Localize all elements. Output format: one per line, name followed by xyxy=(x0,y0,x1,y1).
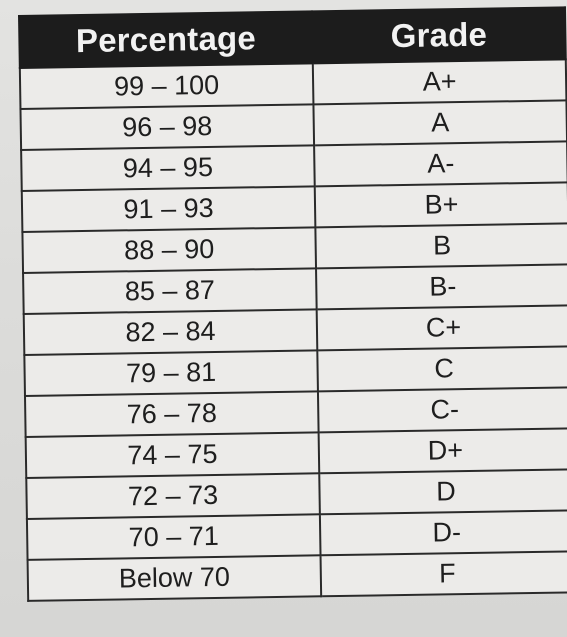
percentage-cell: 91 – 93 xyxy=(21,186,316,232)
grade-cell: C- xyxy=(317,387,567,433)
percentage-cell: 82 – 84 xyxy=(23,309,318,355)
percentage-cell: 72 – 73 xyxy=(26,473,320,519)
percentage-cell: 85 – 87 xyxy=(23,268,317,314)
grade-cell: D xyxy=(319,469,567,515)
grade-cell: B xyxy=(315,223,567,269)
grade-cell: C xyxy=(317,346,567,392)
grade-cell: D- xyxy=(319,510,567,556)
grade-cell: C+ xyxy=(316,305,567,351)
grade-cell: A xyxy=(313,100,567,146)
percentage-cell: 99 – 100 xyxy=(19,63,314,109)
percentage-cell: 74 – 75 xyxy=(25,432,320,478)
grade-cell: F xyxy=(320,551,567,597)
header-grade: Grade xyxy=(311,7,566,64)
percentage-cell: 88 – 90 xyxy=(22,227,317,273)
grade-cell: A+ xyxy=(312,59,567,105)
percentage-cell: 76 – 78 xyxy=(24,391,319,437)
grade-cell: D+ xyxy=(318,428,567,474)
table-row: Below 70 F xyxy=(27,551,567,601)
grade-cell: A- xyxy=(314,141,567,187)
grade-table: Percentage Grade 99 – 100 A+ 96 – 98 A 9… xyxy=(18,6,567,602)
percentage-cell: Below 70 xyxy=(27,555,322,601)
percentage-cell: 94 – 95 xyxy=(21,145,315,191)
percentage-cell: 70 – 71 xyxy=(26,514,321,560)
grade-table-wrapper: Percentage Grade 99 – 100 A+ 96 – 98 A 9… xyxy=(18,6,567,625)
header-row: Percentage Grade xyxy=(19,7,566,68)
header-percentage: Percentage xyxy=(19,11,313,68)
grade-cell: B- xyxy=(316,264,567,310)
percentage-cell: 96 – 98 xyxy=(20,104,315,150)
grade-cell: B+ xyxy=(314,182,567,228)
percentage-cell: 79 – 81 xyxy=(24,350,318,396)
